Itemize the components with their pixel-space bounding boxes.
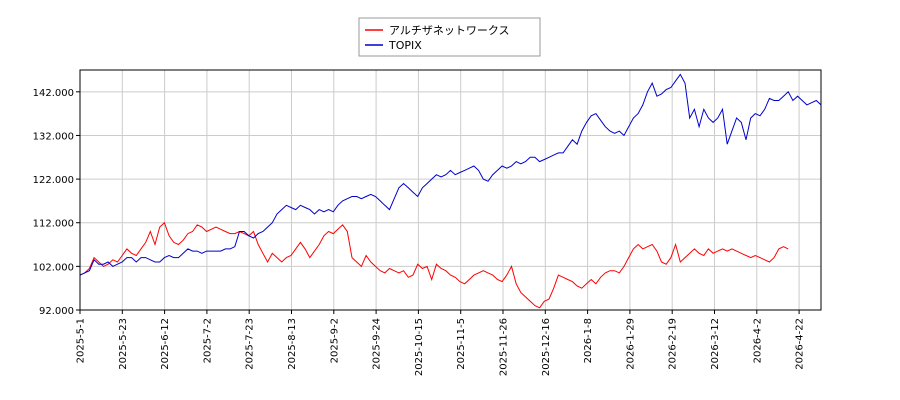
x-tick-label: 2025-6-12 — [160, 318, 171, 370]
x-tick-label: 2026-4-22 — [795, 318, 806, 370]
x-tick-label: 2025-9-24 — [372, 318, 383, 370]
y-tick-label: 92.000 — [39, 306, 74, 317]
y-tick-label: 112.000 — [33, 219, 74, 230]
grid — [79, 70, 821, 311]
x-tick-label: 2026-1-8 — [583, 318, 594, 363]
y-axis: 92.000 102.000 112.000 122.000 132.000 142.00… — [33, 88, 80, 317]
x-tick-label: 2026-4-2 — [752, 318, 763, 363]
x-tick-label: 2025-11-26 — [499, 318, 510, 376]
x-tick-label: 2026-3-12 — [710, 318, 721, 370]
x-tick-label: 2025-7-2 — [202, 318, 213, 363]
legend-label-1: TOPIX — [388, 39, 422, 52]
x-tick-label: 2025-9-2 — [329, 318, 340, 363]
legend-label-0: アルチザネットワークス — [389, 24, 510, 37]
y-tick-label: 102.000 — [33, 262, 74, 273]
x-tick-label: 2025-12-16 — [541, 318, 552, 376]
x-tick-label: 2026-2-19 — [668, 318, 679, 370]
x-tick-label: 2025-7-23 — [245, 318, 256, 370]
x-tick-label: 2025-5-1 — [76, 318, 87, 363]
plot-area — [79, 69, 822, 311]
legend: アルチザネットワークス TOPIX — [358, 17, 541, 57]
y-tick-label: 132.000 — [33, 131, 74, 142]
x-tick-label: 2025-10-15 — [414, 318, 425, 376]
x-tick-label: 2025-5-23 — [118, 318, 129, 370]
series-line-0 — [79, 221, 789, 309]
x-tick-label: 2025-11-5 — [456, 318, 467, 370]
series-lines — [79, 73, 822, 309]
x-tick-label: 2025-8-13 — [287, 318, 298, 370]
series-line-1 — [79, 73, 822, 276]
legend-box — [358, 17, 541, 57]
x-tick-label: 2026-1-29 — [625, 318, 636, 370]
x-axis: 2025-5-1 2025-5-23 2025-6-12 2025-7-2 2025-7… — [76, 310, 806, 376]
y-tick-label: 142.000 — [33, 88, 74, 99]
y-tick-label: 122.000 — [33, 175, 74, 186]
